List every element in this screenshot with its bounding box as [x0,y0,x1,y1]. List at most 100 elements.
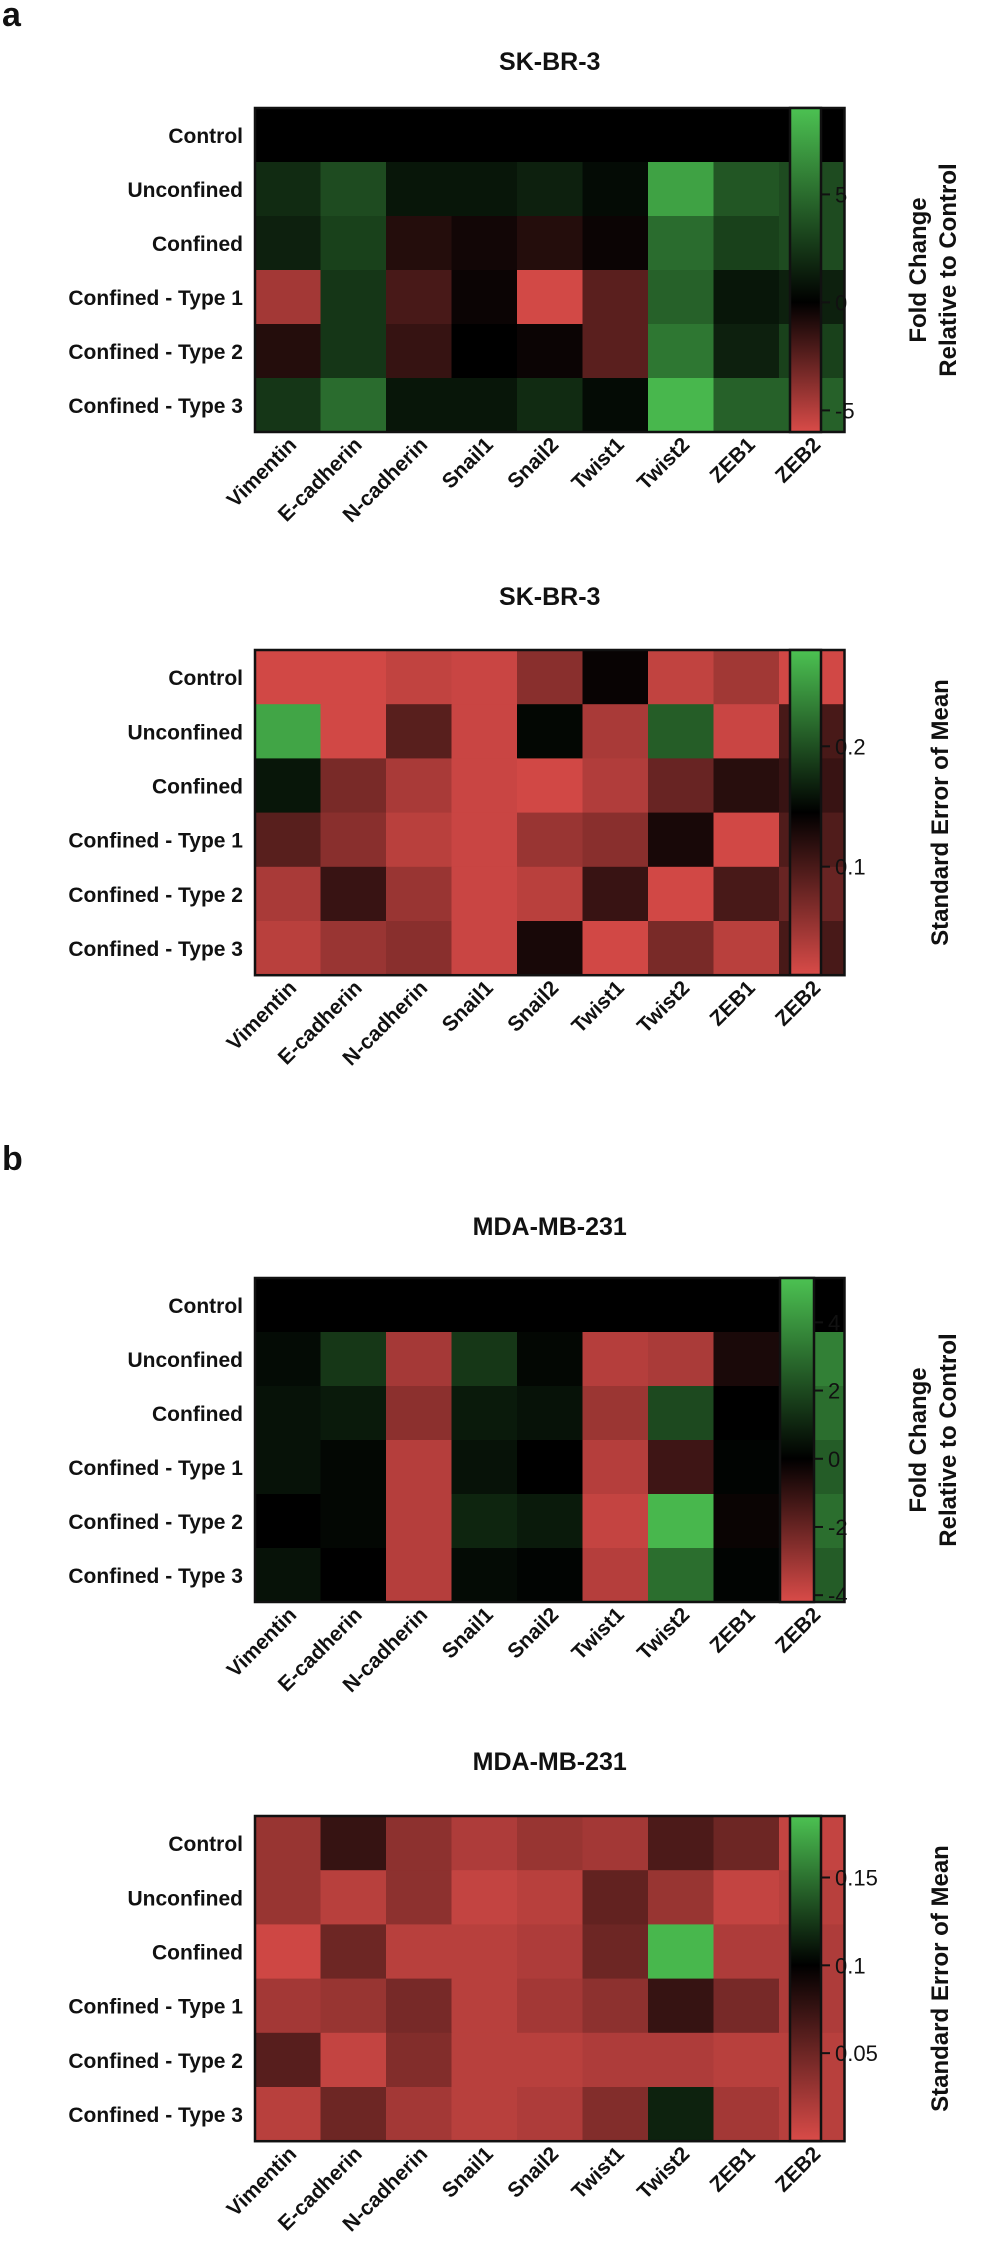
heatmap-cell [320,2032,387,2088]
heatmap-cell [582,921,649,976]
heatmap-cell [582,1870,649,1925]
heatmap-cell [582,1816,649,1871]
heatmap-cell [582,866,649,922]
heatmap-cell [713,812,780,868]
colorbar-tick-label: 5 [835,182,847,207]
heatmap-cell [451,270,518,325]
heatmap-cell [255,1494,322,1549]
heatmap-cell [255,324,322,379]
heatmap-cell [648,1924,715,1980]
heatmap-cell [255,866,322,922]
heatmap-cell [517,324,584,379]
heatmap-cell [320,162,387,217]
column-label: ZEB2 [771,976,825,1030]
heatmap-cell [582,758,649,814]
heatmap-cell [517,1494,584,1549]
heatmap-cell [386,1978,453,2034]
heatmap-cell [517,162,584,217]
heatmap-cell [255,270,322,325]
heatmap-cell [517,2032,584,2088]
row-label: Confined - Type 3 [68,1565,243,1588]
heatmap-cell [517,1440,584,1495]
heatmap-cell [517,650,584,705]
heatmap-cell [582,1440,649,1495]
heatmap-cell [451,108,518,163]
heatmap-cell [517,866,584,922]
heatmap-cell [517,1332,584,1387]
heatmap-cell [648,1278,715,1333]
heatmap-cell [451,1278,518,1333]
heatmap-cell [582,704,649,759]
heatmap-cell [582,1924,649,1980]
colorbar [788,648,823,977]
heatmap-cell [386,812,453,868]
colorbar-tick-label: 0.2 [835,734,866,759]
heatmap-cell [320,758,387,814]
heatmap-cell [255,2032,322,2088]
row-label: Confined - Type 2 [68,1511,243,1534]
row-label: Unconfined [128,1349,244,1372]
heatmap-cell [451,2032,518,2088]
heatmap-cell [582,1978,649,2034]
column-label: Snail1 [438,433,498,493]
column-label: Snail1 [438,976,498,1036]
row-label: Control [168,1295,243,1318]
heatmap-cell [451,216,518,271]
heatmap-cell [386,1548,453,1603]
heatmap-cell [648,108,715,163]
heatmap-cell [582,2032,649,2088]
heatmap-cell [648,1332,715,1387]
row-label: Confined [152,776,243,799]
heatmap-cell [386,378,453,433]
heatmap-cell [713,650,780,705]
heatmap-cell [582,812,649,868]
row-label: Unconfined [128,721,244,744]
column-label: Snail1 [438,1603,498,1663]
heatmap-cell [386,324,453,379]
heatmap-cell [517,812,584,868]
heatmap-cell [713,1494,780,1549]
heatmap-cell [451,378,518,433]
chart-title: MDA-MB-231 [473,1748,627,1776]
heatmap-cell [648,758,715,814]
colorbar-tick-label: -5 [835,398,855,423]
heatmap-cell [386,650,453,705]
heatmap-cell [648,1386,715,1441]
heatmap-cell [582,216,649,271]
row-label: Unconfined [128,179,244,202]
heatmap-cell [713,1548,780,1603]
heatmap-cell [648,2032,715,2088]
colorbar [788,106,823,434]
heatmap-cell [517,1978,584,2034]
heatmap-cell [582,270,649,325]
heatmap-cell [255,108,322,163]
colorbar-tick-label: 2 [828,1379,840,1404]
heatmap-cell [517,1386,584,1441]
heatmap-cell [648,1978,715,2034]
heatmap-cell [713,2032,780,2088]
heatmap-cell [320,1440,387,1495]
heatmap-cell [386,1332,453,1387]
heatmap-cell [386,1386,453,1441]
heatmap-cell [255,1870,322,1925]
heatmap-cell [386,1816,453,1871]
heatmap-frame [253,1814,846,2143]
heatmap-cell [582,1494,649,1549]
heatmap-cell [255,704,322,759]
heatmap-cell [582,1548,649,1603]
heatmap-cell [451,812,518,868]
heatmap-cell [582,108,649,163]
column-label: ZEB2 [771,2142,825,2196]
heatmap-cell [255,1816,322,1871]
row-label: Confined - Type 2 [68,341,243,364]
column-label: Twist1 [567,976,629,1038]
heatmap-cell [451,1924,518,1980]
heatmap-cell [648,1494,715,1549]
heatmap-cell [320,1494,387,1549]
column-label: Twist2 [633,1603,694,1664]
heatmap-cell [648,921,715,976]
heatmap-cell [255,1978,322,2034]
heatmap-cell [320,1978,387,2034]
heatmap-cell [582,650,649,705]
